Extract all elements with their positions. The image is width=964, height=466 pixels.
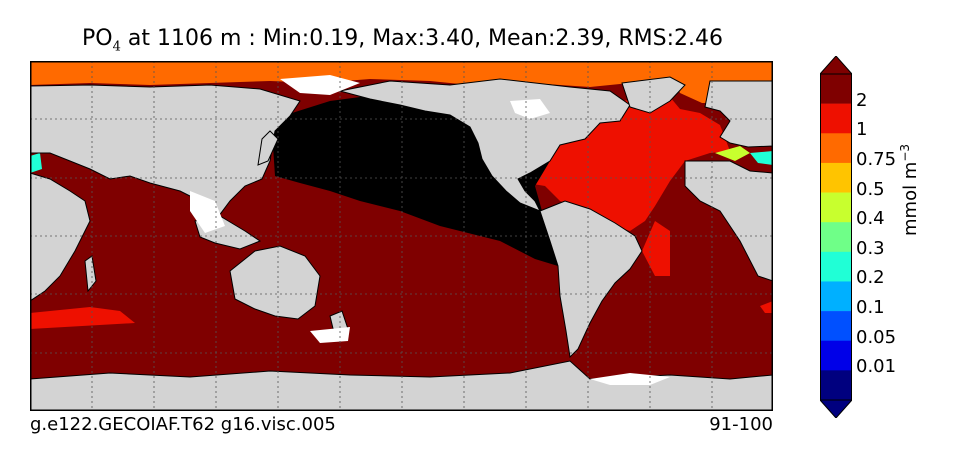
years-range: 91-100: [709, 414, 773, 435]
unit-base: mmol m: [900, 161, 921, 236]
colorbar-segment: [820, 162, 852, 193]
map-frame: [30, 61, 773, 411]
colorbar-tick-label: 0.05: [856, 326, 897, 348]
land-africa-east: [30, 172, 91, 302]
no-data-hudson: [510, 99, 550, 119]
land-greenland: [621, 76, 686, 114]
colorbar-segment: [820, 340, 852, 371]
mediterranean-sea: [715, 146, 750, 161]
colorbar-segment: [820, 222, 852, 253]
land-africa-west: [684, 160, 773, 282]
land-madagascar: [84, 255, 97, 293]
land-europe: [704, 80, 773, 148]
case-name: g.e122.GECOIAF.T62 g16.visc.005: [30, 414, 336, 435]
south-atlantic-tongue: [642, 221, 670, 276]
red-sea: [30, 153, 42, 173]
colorbar-max-arrow: [820, 56, 852, 75]
map-title: PO4 at 1106 m : Min:0.19, Max:3.40, Mean…: [30, 26, 775, 54]
title-variable: PO: [81, 26, 113, 51]
colorbar-segment: [820, 103, 852, 134]
colorbar-tick-label: 0.4: [856, 208, 885, 230]
colorbar-segment: [820, 133, 852, 164]
colorbar-segment: [820, 281, 852, 312]
southern-red-patch: [30, 307, 135, 329]
title-stats: at 1106 m : Min:0.19, Max:3.40, Mean:2.3…: [127, 26, 724, 51]
no-data-arctic: [280, 75, 360, 95]
unit-exponent: −3: [898, 143, 912, 162]
land-north-america: [339, 78, 631, 212]
colorbar-min-arrow: [820, 399, 852, 418]
land-australia: [229, 245, 321, 320]
colorbar-tick-label: 0.1: [856, 297, 885, 319]
colorbar-tick-label: 2: [856, 89, 868, 111]
colorbar-tick-label: 1: [856, 119, 868, 141]
colorbar-segment: [820, 192, 852, 223]
colorbar-frame: [820, 73, 852, 401]
colorbar-tick-label: 0.5: [856, 178, 885, 200]
colorbar-segment: [820, 251, 852, 282]
north-atlantic: [510, 97, 730, 231]
colorbar: [820, 56, 852, 418]
colorbar-unit: mmol m−3: [898, 144, 921, 236]
colorbar-tick-label: 0.2: [856, 267, 885, 289]
colorbar-segment: [820, 311, 852, 342]
land-japan: [257, 130, 279, 166]
colorbar-tick-label: 0.3: [856, 237, 885, 259]
colorbar-tick-label: 0.01: [856, 356, 897, 378]
colorbar-tick-label: 0.75: [856, 148, 897, 170]
colorbar-segment: [820, 370, 852, 401]
title-subscript: 4: [112, 39, 121, 55]
land-antarctica: [30, 360, 773, 411]
land-south-america: [539, 200, 643, 359]
land-eurasia: [30, 84, 301, 222]
colorbar-segment: [820, 74, 852, 104]
ocean-map: [30, 61, 773, 411]
southeast-red-patch: [760, 301, 773, 313]
eastern-mediterranean: [750, 151, 773, 165]
